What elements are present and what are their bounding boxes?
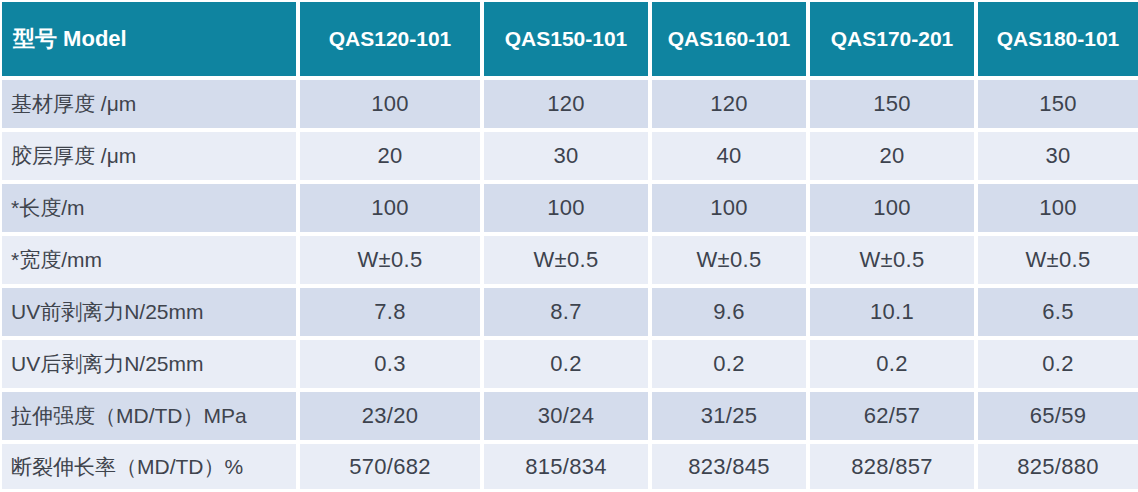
table-cell: 150 bbox=[806, 76, 974, 128]
row-label: *长度/m bbox=[0, 180, 296, 232]
table-cell: 120 bbox=[648, 76, 806, 128]
table-cell: 150 bbox=[974, 76, 1138, 128]
table-row-tensile-strength: 拉伸强度（MD/TD）MPa 23/20 30/24 31/25 62/57 6… bbox=[0, 388, 1138, 440]
table-cell: 62/57 bbox=[806, 388, 974, 440]
table-cell: 40 bbox=[648, 128, 806, 180]
row-label: UV前剥离力N/25mm bbox=[0, 284, 296, 336]
header-row: 型号 Model QAS120-101 QAS150-101 QAS160-10… bbox=[0, 0, 1138, 76]
table-cell: 100 bbox=[806, 180, 974, 232]
table-cell: W±0.5 bbox=[480, 232, 648, 284]
table-cell: W±0.5 bbox=[296, 232, 480, 284]
row-label: 拉伸强度（MD/TD）MPa bbox=[0, 388, 296, 440]
table-cell: 100 bbox=[648, 180, 806, 232]
table-row-length: *长度/m 100 100 100 100 100 bbox=[0, 180, 1138, 232]
table-cell: 0.2 bbox=[480, 336, 648, 388]
table-cell: 9.6 bbox=[648, 284, 806, 336]
row-label: 胶层厚度 /μm bbox=[0, 128, 296, 180]
header-model-label: 型号 Model bbox=[0, 0, 296, 76]
table-cell: 10.1 bbox=[806, 284, 974, 336]
row-label: UV后剥离力N/25mm bbox=[0, 336, 296, 388]
table-cell: 100 bbox=[296, 76, 480, 128]
table-cell: 0.3 bbox=[296, 336, 480, 388]
header-column-qas150: QAS150-101 bbox=[480, 0, 648, 76]
table-row-adhesive-thickness: 胶层厚度 /μm 20 30 40 20 30 bbox=[0, 128, 1138, 180]
table-row-substrate-thickness: 基材厚度 /μm 100 120 120 150 150 bbox=[0, 76, 1138, 128]
table-cell: 823/845 bbox=[648, 440, 806, 492]
header-column-qas120: QAS120-101 bbox=[296, 0, 480, 76]
table-cell: W±0.5 bbox=[648, 232, 806, 284]
table-cell: 8.7 bbox=[480, 284, 648, 336]
table-cell: 815/834 bbox=[480, 440, 648, 492]
table-cell: 828/857 bbox=[806, 440, 974, 492]
table-row-peel-force-before-uv: UV前剥离力N/25mm 7.8 8.7 9.6 10.1 6.5 bbox=[0, 284, 1138, 336]
table-cell: 31/25 bbox=[648, 388, 806, 440]
table-cell: W±0.5 bbox=[806, 232, 974, 284]
table-cell: 6.5 bbox=[974, 284, 1138, 336]
table-cell: 825/880 bbox=[974, 440, 1138, 492]
table-cell: 30/24 bbox=[480, 388, 648, 440]
table-cell: 7.8 bbox=[296, 284, 480, 336]
table-cell: 0.2 bbox=[648, 336, 806, 388]
table-row-peel-force-after-uv: UV后剥离力N/25mm 0.3 0.2 0.2 0.2 0.2 bbox=[0, 336, 1138, 388]
row-label: 断裂伸长率（MD/TD）% bbox=[0, 440, 296, 492]
table-cell: 100 bbox=[480, 180, 648, 232]
table-row-elongation-at-break: 断裂伸长率（MD/TD）% 570/682 815/834 823/845 82… bbox=[0, 440, 1138, 492]
header-column-qas180: QAS180-101 bbox=[974, 0, 1138, 76]
table-cell: 20 bbox=[806, 128, 974, 180]
header-column-qas170: QAS170-201 bbox=[806, 0, 974, 76]
spec-table: 型号 Model QAS120-101 QAS150-101 QAS160-10… bbox=[0, 0, 1138, 492]
table-cell: 570/682 bbox=[296, 440, 480, 492]
table-row-width: *宽度/mm W±0.5 W±0.5 W±0.5 W±0.5 W±0.5 bbox=[0, 232, 1138, 284]
table-cell: 100 bbox=[296, 180, 480, 232]
table-cell: 0.2 bbox=[974, 336, 1138, 388]
table-cell: 30 bbox=[974, 128, 1138, 180]
table-cell: 30 bbox=[480, 128, 648, 180]
table-cell: 0.2 bbox=[806, 336, 974, 388]
table-cell: W±0.5 bbox=[974, 232, 1138, 284]
row-label: 基材厚度 /μm bbox=[0, 76, 296, 128]
table-cell: 100 bbox=[974, 180, 1138, 232]
table-cell: 20 bbox=[296, 128, 480, 180]
table-cell: 120 bbox=[480, 76, 648, 128]
header-column-qas160: QAS160-101 bbox=[648, 0, 806, 76]
table-cell: 65/59 bbox=[974, 388, 1138, 440]
row-label: *宽度/mm bbox=[0, 232, 296, 284]
table-cell: 23/20 bbox=[296, 388, 480, 440]
